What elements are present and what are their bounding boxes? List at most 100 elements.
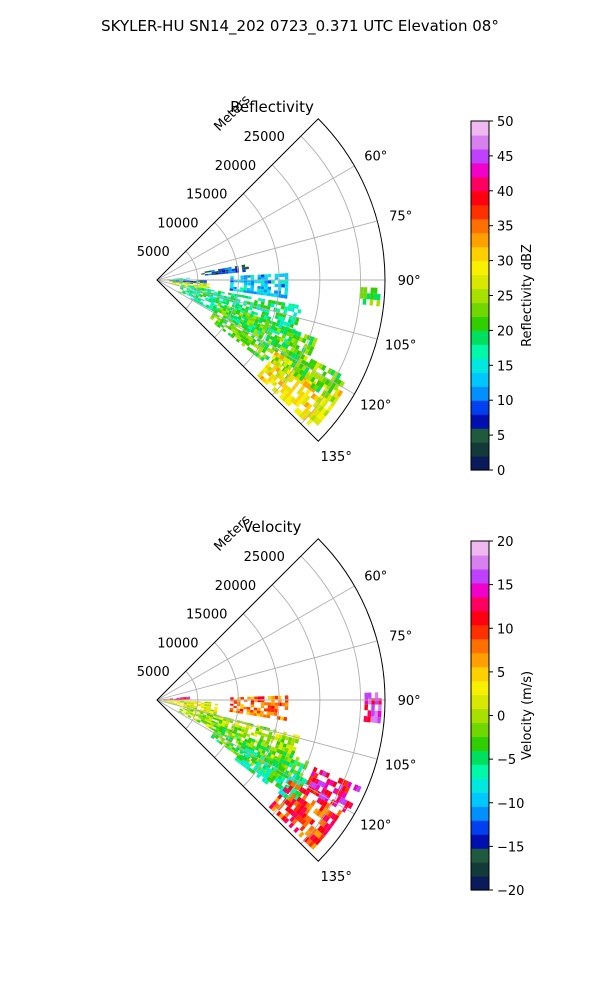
echo-cell <box>368 699 372 705</box>
colorbar-segment <box>471 778 489 793</box>
echo-cell <box>230 288 234 291</box>
colorbar-tick-label: 20 <box>497 324 514 339</box>
echo-cell <box>200 281 204 282</box>
echo-cell <box>251 280 254 283</box>
echo-cell <box>205 271 209 273</box>
echo-cell <box>182 711 186 713</box>
echo-cell <box>247 283 251 286</box>
echo-cell <box>222 328 226 332</box>
colorbar-tick-label: −10 <box>497 797 524 812</box>
echo-cell <box>250 710 254 713</box>
echo-cell <box>253 713 257 716</box>
echo-cell <box>233 706 237 709</box>
colorbar-tick-label: 0 <box>497 710 505 725</box>
colorbar-segment <box>471 834 489 849</box>
echo-cell <box>230 704 234 706</box>
azimuth-tick-label: 90° <box>398 694 421 709</box>
colorbar-segment <box>471 736 489 751</box>
echo-cell <box>298 832 304 838</box>
echo-cell <box>247 288 251 291</box>
radial-tick-label: 15000 <box>186 608 227 623</box>
colorbar-segment <box>471 848 489 863</box>
echo-cell <box>363 293 367 299</box>
echo-cell <box>282 280 286 284</box>
echo-cell <box>256 713 260 716</box>
colorbar-segment <box>471 806 489 821</box>
echo-cell <box>263 292 267 295</box>
colorbar-segment <box>471 750 489 765</box>
echo-cell <box>271 300 275 304</box>
colorbar-tick-label: 0 <box>497 464 505 479</box>
echo-cell <box>375 692 379 698</box>
echo-cell <box>260 714 264 717</box>
echo-cell <box>365 693 369 699</box>
echo-cell <box>261 286 265 289</box>
azimuth-tick-label: 90° <box>398 274 421 289</box>
colorbar-segment <box>471 876 489 891</box>
echo-cell <box>293 827 299 833</box>
echo-cell <box>370 717 374 723</box>
echo-cell <box>285 703 289 707</box>
echo-cell <box>264 289 268 292</box>
colorbar-tick-label: 10 <box>497 394 514 409</box>
echo-cell <box>208 702 212 704</box>
echo-cell <box>207 284 211 286</box>
echo-cell <box>368 693 372 699</box>
echo-cell <box>378 698 381 704</box>
colorbar-label: Reflectivity dBZ <box>520 244 535 347</box>
echo-cell <box>187 278 191 279</box>
echo-cell <box>374 288 378 294</box>
echo-cell <box>180 704 184 705</box>
colorbar-segment <box>471 442 489 457</box>
azimuth-tick-label: 75° <box>389 630 412 645</box>
echo-cell <box>264 702 268 705</box>
colorbar-segment <box>471 681 489 696</box>
echo-cell <box>246 712 250 715</box>
radial-tick-label: 20000 <box>215 159 256 174</box>
echo-cell <box>240 706 244 709</box>
echo-cell <box>247 290 251 293</box>
echo-cell <box>251 702 255 705</box>
echo-cell <box>257 711 261 714</box>
azimuth-tick-label: 60° <box>364 569 387 584</box>
colorbar-tick-label: −20 <box>497 884 524 899</box>
echo-cell <box>297 309 301 314</box>
echo-cell <box>235 270 239 273</box>
colorbar-tick-label: 5 <box>497 429 505 444</box>
colorbar-segment <box>471 611 489 626</box>
echo-cell <box>254 280 257 283</box>
echo-cell <box>374 711 378 717</box>
echo-cell <box>244 285 248 288</box>
echo-cells <box>159 692 381 849</box>
echo-cell <box>274 712 278 716</box>
echo-cell <box>267 715 271 719</box>
echo-cell <box>250 712 254 715</box>
azimuth-spoke <box>157 280 354 394</box>
radial-tick-label: 15000 <box>186 188 227 203</box>
echo-cell <box>285 288 289 292</box>
echo-cell <box>285 706 289 710</box>
echo-cell <box>275 284 279 288</box>
echo-cell <box>245 296 249 299</box>
echo-cell <box>212 728 216 731</box>
echo-cell <box>280 294 284 298</box>
echo-cell <box>229 710 233 713</box>
echo-cell <box>264 708 268 711</box>
echo-cell <box>247 280 251 283</box>
echo-cell <box>241 295 245 298</box>
echo-cell <box>206 286 210 288</box>
echo-cell <box>275 274 279 277</box>
echo-cell <box>274 290 278 294</box>
echo-cell <box>173 279 176 280</box>
velocity-panel: Velocity500010000150002000025000Meters60… <box>137 512 535 899</box>
echo-cell <box>233 289 237 292</box>
echo-cell <box>261 283 265 286</box>
colorbar-segment <box>471 344 489 359</box>
echo-cell <box>367 293 371 299</box>
echo-cell <box>185 293 189 295</box>
echo-cell <box>285 284 289 288</box>
echo-cell <box>225 272 229 274</box>
echo-cell <box>268 705 272 708</box>
